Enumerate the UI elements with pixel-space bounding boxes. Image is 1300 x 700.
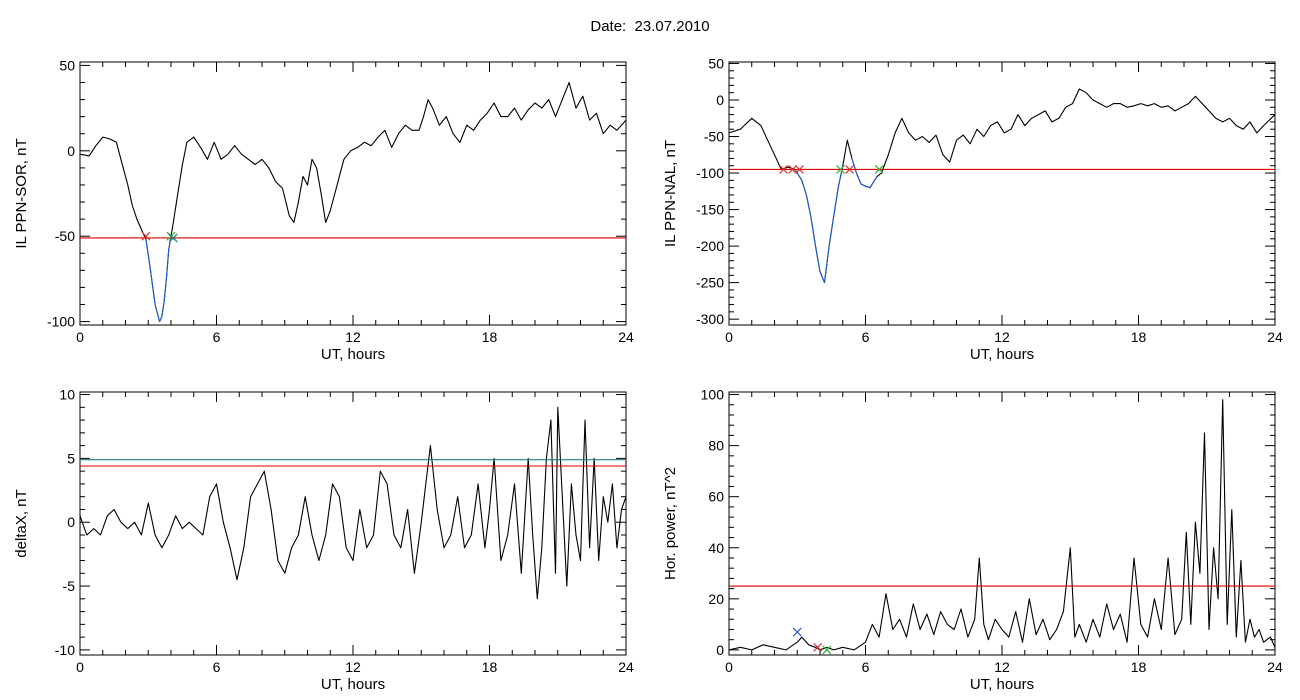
chart-4-x-axis-label: UT, hours — [970, 676, 1034, 693]
chart-2-y-tick-label: -250 — [696, 275, 724, 291]
chart-4-y-axis-label: Hor. power, nT^2 — [662, 467, 679, 580]
chart-2-x-tick-label: 24 — [1267, 329, 1283, 345]
chart-1-series-1-line — [79, 81, 627, 323]
chart-4-y-tick-label: 80 — [708, 438, 724, 454]
chart-4-x-tick-label: 12 — [994, 659, 1010, 675]
chart-4-y-tick-label: 20 — [708, 591, 724, 607]
chart-1-x-tick-label: 24 — [618, 329, 634, 345]
chart-4-marker-3 — [822, 645, 832, 655]
chart-1-x-tick-label: 0 — [76, 329, 84, 345]
chart-1-marker-3 — [168, 233, 178, 243]
chart-2-y-tick-label: -100 — [696, 165, 724, 181]
chart-4-marker-1 — [792, 627, 802, 637]
chart-1-y-axis-label: IL PPN-SOR, nT — [13, 138, 30, 248]
chart-4-x-tick-label: 24 — [1267, 659, 1283, 675]
chart-1-y-tick-label: 50 — [59, 57, 75, 73]
chart-2-marker-3 — [795, 164, 804, 174]
figure-title: Date: 23.07.2010 — [590, 18, 710, 35]
chart-2-x-tick-label: 6 — [862, 329, 870, 345]
chart-2-x-tick-label: 18 — [1131, 329, 1147, 345]
chart-3-y-tick-label: 0 — [67, 514, 75, 530]
chart-2-marker-6 — [874, 164, 884, 174]
chart-4-x-tick-label: 6 — [862, 659, 870, 675]
chart-4-y-tick-label: 100 — [701, 387, 725, 403]
chart-2-y-axis-label: IL PPN-NAL, nT — [662, 140, 679, 247]
chart-2-marker-2 — [788, 164, 798, 174]
chart-2-y-tick-label: -300 — [696, 311, 724, 327]
chart-2-x-tick-label: 0 — [725, 329, 733, 345]
chart-4-frame — [728, 391, 1276, 656]
chart-1-series-2-line — [145, 236, 172, 323]
chart-3-series-1-line — [79, 406, 627, 600]
chart-1-x-axis-label: UT, hours — [321, 346, 385, 363]
chart-2-y-tick-label: 50 — [708, 55, 724, 71]
chart-2-frame — [728, 61, 1276, 326]
chart-3-x-tick-label: 0 — [76, 659, 84, 675]
chart-2-series-1-line — [728, 88, 1276, 284]
chart-3-x-tick-label: 12 — [345, 659, 361, 675]
chart-2-marker-4 — [836, 164, 845, 174]
chart-1-y-tick-label: -100 — [47, 314, 75, 330]
chart-3-x-tick-label: 24 — [618, 659, 634, 675]
chart-3-frame — [79, 391, 627, 656]
chart-2-y-tick-label: 0 — [716, 92, 724, 108]
chart-4-y-tick-label: 0 — [716, 642, 724, 658]
chart-3-y-tick-label: 10 — [59, 387, 75, 403]
chart-4-x-tick-label: 18 — [1131, 659, 1147, 675]
chart-3-x-tick-label: 6 — [213, 659, 221, 675]
chart-3-y-axis-label: deltaX, nT — [13, 489, 30, 557]
chart-2-x-axis-label: UT, hours — [970, 346, 1034, 363]
chart-4-x-tick-label: 0 — [725, 659, 733, 675]
chart-3-x-axis-label: UT, hours — [321, 676, 385, 693]
chart-2-marker-1 — [779, 164, 789, 174]
chart-1-marker-1 — [141, 231, 151, 241]
chart-2-series-2-line — [794, 165, 844, 284]
chart-1-x-tick-label: 6 — [213, 329, 221, 345]
chart-1-x-tick-label: 18 — [482, 329, 498, 345]
chart-4-series-1-line — [728, 399, 1276, 651]
chart-2-y-tick-label: -200 — [696, 238, 724, 254]
chart-3-y-tick-label: -5 — [63, 578, 76, 594]
chart-1-x-tick-label: 12 — [345, 329, 361, 345]
chart-2-marker-5 — [845, 164, 854, 174]
chart-4-y-tick-label: 40 — [708, 540, 724, 556]
chart-2-x-tick-label: 12 — [994, 329, 1010, 345]
chart-1-y-tick-label: -50 — [55, 228, 75, 244]
chart-2-y-tick-label: -50 — [704, 129, 724, 145]
chart-2-series-3-line — [851, 158, 878, 189]
chart-4-marker-2 — [813, 642, 823, 652]
chart-2-y-tick-label: -150 — [696, 202, 724, 218]
chart-1-y-tick-label: 0 — [67, 143, 75, 159]
chart-3-y-tick-label: -10 — [55, 642, 75, 658]
chart-1-frame — [79, 61, 627, 326]
chart-3-y-tick-label: 5 — [67, 450, 75, 466]
chart-4-y-tick-label: 60 — [708, 489, 724, 505]
chart-3-x-tick-label: 18 — [482, 659, 498, 675]
